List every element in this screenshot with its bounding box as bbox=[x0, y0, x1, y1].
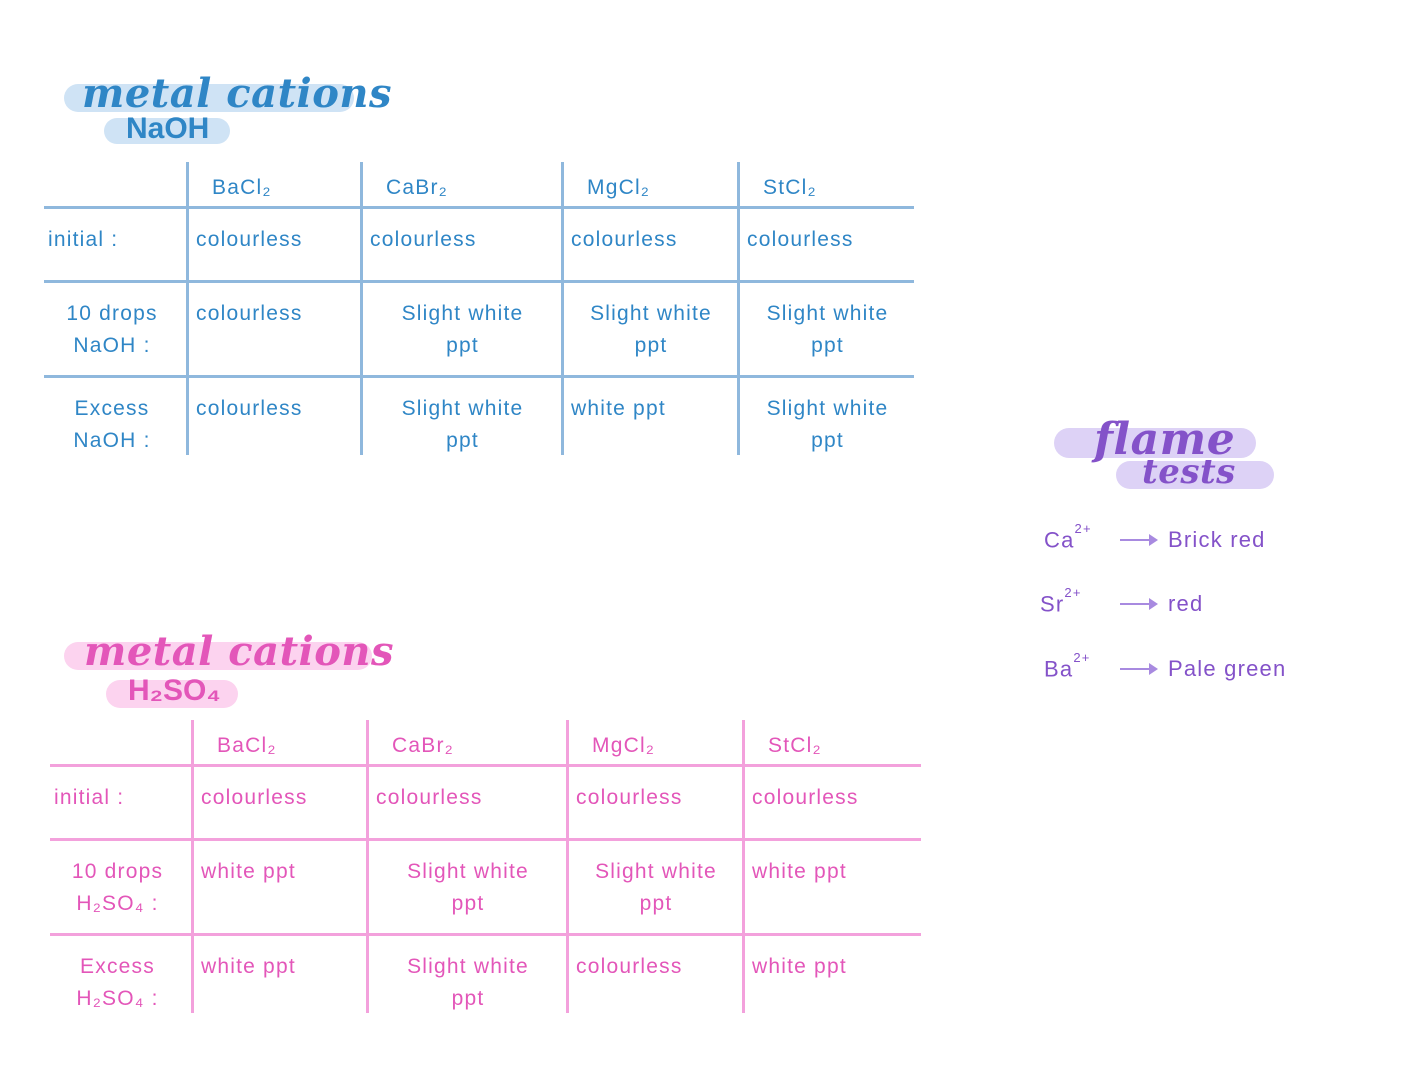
h2so4-title-highlight bbox=[64, 642, 372, 670]
row-label: 10 drops NaOH : bbox=[66, 302, 158, 357]
row-label: Excess NaOH : bbox=[73, 397, 151, 452]
table-cell: Slight white ppt bbox=[590, 302, 712, 357]
table-cell: white ppt bbox=[752, 860, 847, 883]
h2so4-reagent-highlight bbox=[106, 680, 238, 708]
arrow-right-icon bbox=[1120, 663, 1158, 676]
table-row-divider bbox=[50, 764, 921, 767]
table-column-divider bbox=[191, 720, 194, 1013]
table-row-divider bbox=[44, 375, 914, 378]
naoh-section-title: metal cations bbox=[82, 70, 393, 117]
flame-title-highlight bbox=[1054, 428, 1256, 458]
table-cell: colourless bbox=[196, 397, 303, 420]
column-header: CaBr₂ bbox=[386, 176, 448, 199]
table-cell: colourless bbox=[571, 228, 678, 251]
row-label: 10 drops H₂SO₄ : bbox=[71, 860, 164, 915]
row-label: initial : bbox=[48, 228, 119, 251]
table-cell: colourless bbox=[576, 955, 683, 978]
table-column-divider bbox=[737, 162, 740, 455]
column-header: MgCl₂ bbox=[587, 176, 651, 199]
column-header: StCl₂ bbox=[768, 734, 822, 757]
table-cell: colourless bbox=[752, 786, 859, 809]
flame-title-line1: flame bbox=[1094, 414, 1236, 465]
table-cell: Slight white ppt bbox=[766, 302, 889, 357]
table-row-divider bbox=[50, 933, 921, 936]
naoh-reagent-highlight bbox=[104, 118, 230, 144]
table-column-divider bbox=[566, 720, 569, 1013]
table-column-divider bbox=[360, 162, 363, 455]
table-row-divider bbox=[44, 206, 914, 209]
table-cell: colourless bbox=[370, 228, 477, 251]
ion-symbol: Sr2+ bbox=[1040, 585, 1082, 617]
flame-test-row: Ba2+ Pale green bbox=[1044, 650, 1287, 682]
flame-test-row: Ca2+ Brick red bbox=[1044, 521, 1266, 553]
column-header: BaCl₂ bbox=[217, 734, 277, 757]
table-cell: colourless bbox=[576, 786, 683, 809]
flame-colour: Brick red bbox=[1168, 527, 1266, 553]
arrow-right-icon bbox=[1120, 598, 1158, 611]
table-row-divider bbox=[44, 280, 914, 283]
ion-symbol: Ba2+ bbox=[1044, 650, 1091, 682]
h2so4-section-title: metal cations bbox=[84, 628, 395, 675]
h2so4-reagent-label: H₂SO₄ bbox=[128, 674, 221, 707]
column-header: StCl₂ bbox=[763, 176, 817, 199]
table-column-divider bbox=[561, 162, 564, 455]
table-cell: Slight white ppt bbox=[401, 397, 524, 452]
column-header: CaBr₂ bbox=[392, 734, 454, 757]
column-header: MgCl₂ bbox=[592, 734, 656, 757]
row-label: Excess H₂SO₄ : bbox=[76, 955, 159, 1010]
flame-title-line2: tests bbox=[1142, 452, 1236, 492]
table-cell: Slight white ppt bbox=[407, 955, 529, 1010]
table-cell: colourless bbox=[376, 786, 483, 809]
table-cell: white ppt bbox=[571, 397, 666, 420]
flame-test-row: Sr2+ red bbox=[1040, 585, 1204, 617]
table-cell: white ppt bbox=[752, 955, 847, 978]
naoh-title-highlight bbox=[64, 84, 354, 112]
flame-colour: red bbox=[1168, 591, 1204, 617]
column-header: BaCl₂ bbox=[212, 176, 272, 199]
table-cell: Slight white ppt bbox=[766, 397, 889, 452]
table-cell: colourless bbox=[196, 302, 303, 325]
table-cell: Slight white ppt bbox=[401, 302, 524, 357]
table-cell: Slight white ppt bbox=[595, 860, 717, 915]
table-cell: white ppt bbox=[201, 955, 296, 978]
table-cell: Slight white ppt bbox=[407, 860, 529, 915]
row-label: initial : bbox=[54, 786, 125, 809]
table-column-divider bbox=[186, 162, 189, 455]
table-cell: white ppt bbox=[201, 860, 296, 883]
naoh-reagent-label: NaOH bbox=[126, 112, 210, 145]
table-column-divider bbox=[742, 720, 745, 1013]
arrow-right-icon bbox=[1120, 534, 1158, 547]
table-row-divider bbox=[50, 838, 921, 841]
table-column-divider bbox=[366, 720, 369, 1013]
ion-symbol: Ca2+ bbox=[1044, 521, 1092, 553]
table-cell: colourless bbox=[747, 228, 854, 251]
tests-title-highlight bbox=[1116, 461, 1274, 489]
table-cell: colourless bbox=[196, 228, 303, 251]
flame-colour: Pale green bbox=[1168, 656, 1287, 682]
table-cell: colourless bbox=[201, 786, 308, 809]
